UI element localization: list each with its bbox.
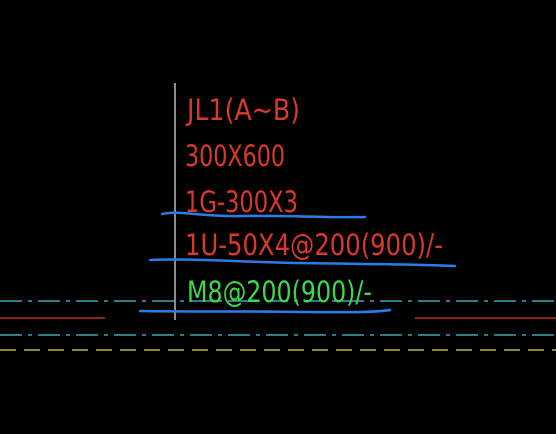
annotation-text: JL1(A~B) [185,93,300,127]
annotation-text: 300X600 [185,139,285,173]
annotation-text: M8@200(900)/- [187,275,372,309]
annotation-text: 1U-50X4@200(900)/- [185,228,443,262]
underline-stroke [160,211,367,219]
underline-stroke [138,308,392,314]
underline-stroke [148,258,457,268]
annotation-text: 1G-300X3 [185,185,298,219]
